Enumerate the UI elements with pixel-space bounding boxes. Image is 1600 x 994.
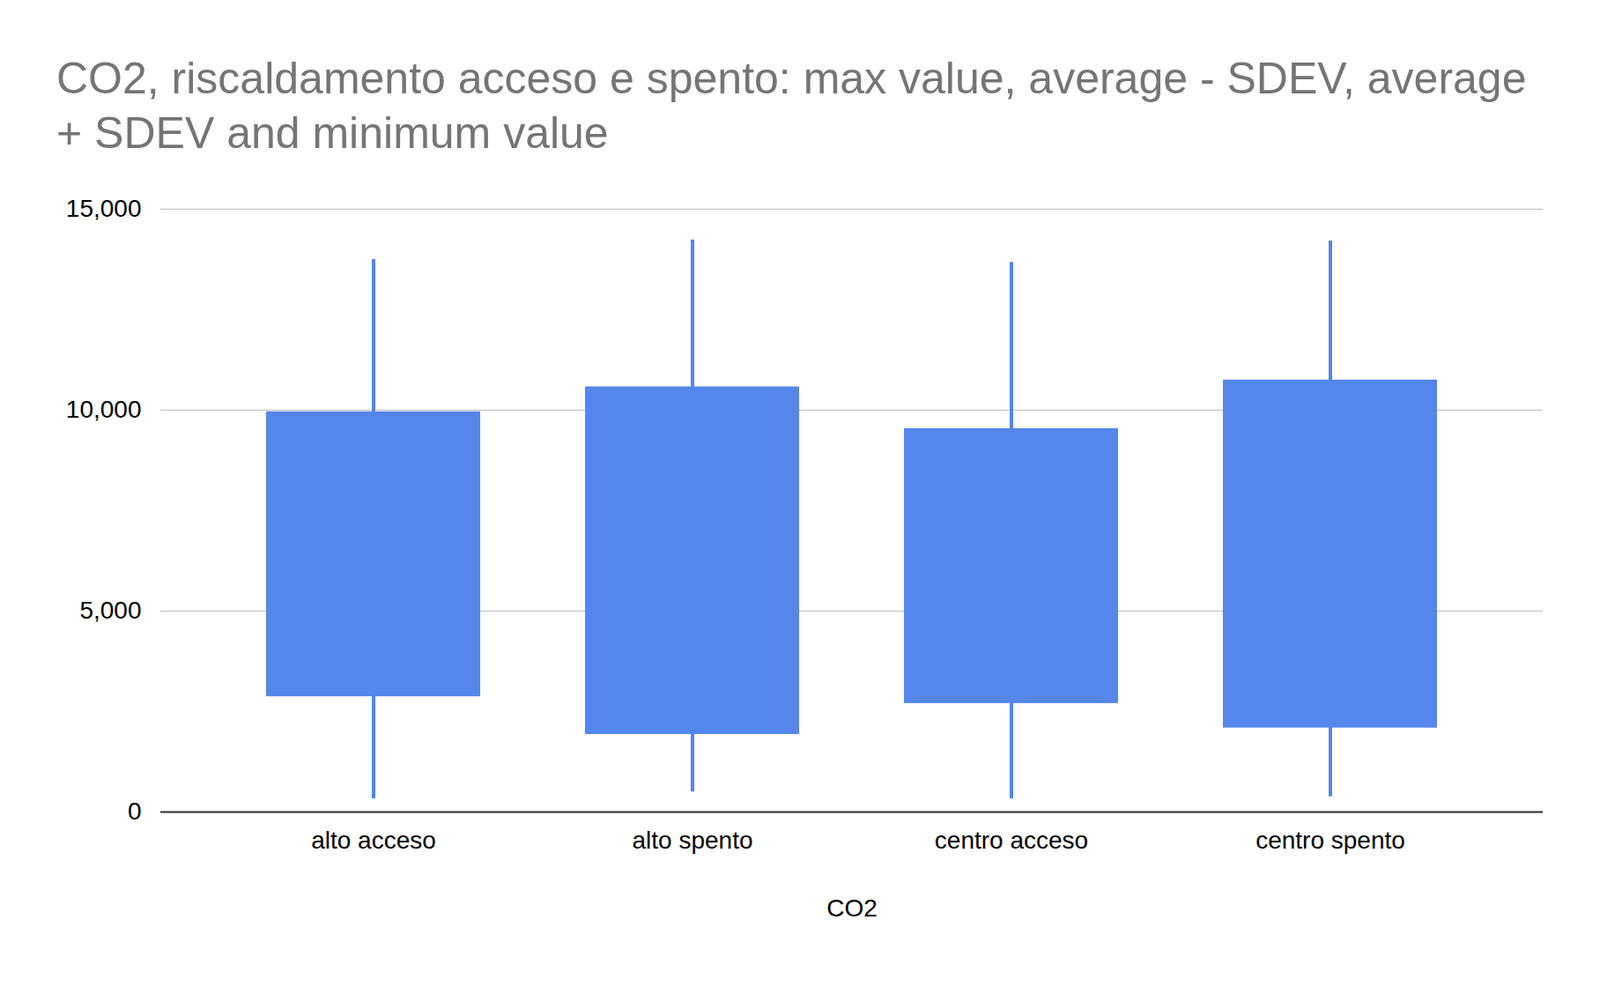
svg-text:5,000: 5,000 — [79, 596, 141, 624]
svg-text:15,000: 15,000 — [66, 194, 142, 223]
svg-text:centro spento: centro spento — [1255, 826, 1406, 854]
svg-text:alto acceso: alto acceso — [311, 826, 437, 854]
html-text:CO2, riscaldamento acceso e sp: CO2, riscaldamento acceso e spento: max … — [56, 53, 1527, 158]
svg-text:CO2: CO2 — [826, 894, 878, 922]
svg-text:centro acceso: centro acceso — [934, 826, 1089, 854]
svg-text:0: 0 — [127, 797, 142, 825]
svg-text:10,000: 10,000 — [66, 395, 142, 423]
svg-text:alto spento: alto spento — [632, 826, 754, 854]
